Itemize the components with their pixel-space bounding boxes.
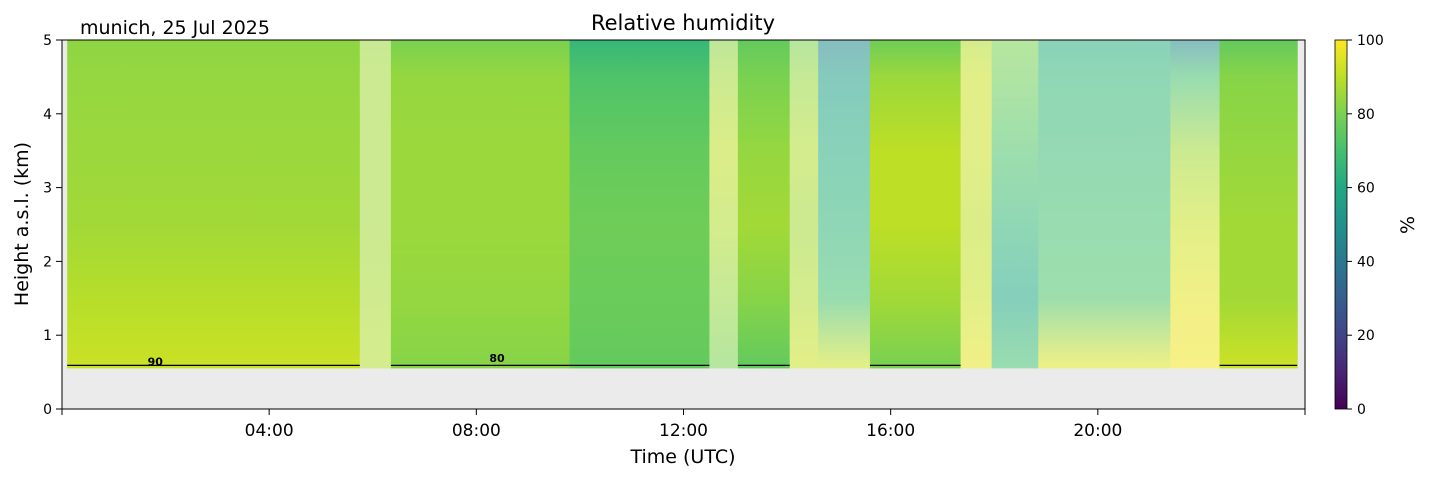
heatmap-cell [789,40,819,369]
x-tick-label: 08:00 [452,421,501,441]
heatmap-segment [569,40,710,369]
heatmap-segment [359,40,392,369]
heatmap-cell [709,40,739,369]
heatmap-segment [1170,40,1221,369]
heatmap-segment [869,40,962,369]
x-axis: 04:00 08:00 12:00 16:00 20:00 [61,409,1306,441]
heatmap-cell [869,40,962,369]
contour-label: 90 [148,356,164,369]
y-tick-label: 2 [43,254,52,270]
x-tick-label: 12:00 [659,421,708,441]
colorbar-tick-label: 40 [1357,254,1375,270]
chart-title: Relative humidity [591,11,775,35]
heatmap-cell [991,40,1039,369]
x-tick-label: 20:00 [1073,421,1122,441]
contour-label: 80 [489,352,505,365]
y-tick-label: 5 [43,33,52,49]
heatmap-cell [1170,40,1221,369]
heatmap-cell [960,40,993,369]
heatmap-cell [1219,40,1298,369]
y-tick-label: 1 [43,328,52,344]
x-tick-label: 16:00 [866,421,915,441]
y-axis: 0 1 2 3 4 5 [43,33,62,418]
heatmap-layer [67,40,1298,369]
colorbar-tick-label: 60 [1357,181,1375,197]
heatmap-segment [67,40,361,369]
y-tick-label: 4 [43,107,52,123]
heatmap-segment [818,40,871,369]
y-axis-label: Height a.s.l. (km) [11,142,33,306]
x-tick-label: 04:00 [245,421,294,441]
heatmap-segment [1038,40,1171,369]
heatmap-cell [390,40,571,369]
colorbar-tick-label: 100 [1357,33,1384,49]
colorbar-tick-label: 80 [1357,107,1375,123]
colorbar-label: % [1397,216,1419,234]
colorbar-axis: 0 20 40 60 80 100 [1347,33,1384,418]
heatmap-cell [818,40,871,369]
heatmap-cell [569,40,710,369]
y-tick-label: 0 [43,402,52,418]
heatmap-cell [359,40,392,369]
heatmap-segment [737,40,791,369]
heatmap-segment [709,40,739,369]
y-tick-label: 3 [43,181,52,197]
heatmap-cell [1038,40,1171,369]
chart-subtitle: munich, 25 Jul 2025 [80,17,270,39]
contour-layer: 90 80 [67,352,1298,369]
x-axis-label: Time (UTC) [629,446,735,468]
heatmap-cell [737,40,791,369]
heatmap-cell [67,40,361,369]
colorbar-tick-label: 0 [1357,402,1366,418]
heatmap-segment [991,40,1039,369]
colorbar [1334,39,1348,410]
heatmap-segment [789,40,819,369]
colorbar-tick-label: 20 [1357,328,1375,344]
heatmap-segment [390,40,571,369]
heatmap-segment [1219,40,1298,369]
heatmap-segment [960,40,993,369]
